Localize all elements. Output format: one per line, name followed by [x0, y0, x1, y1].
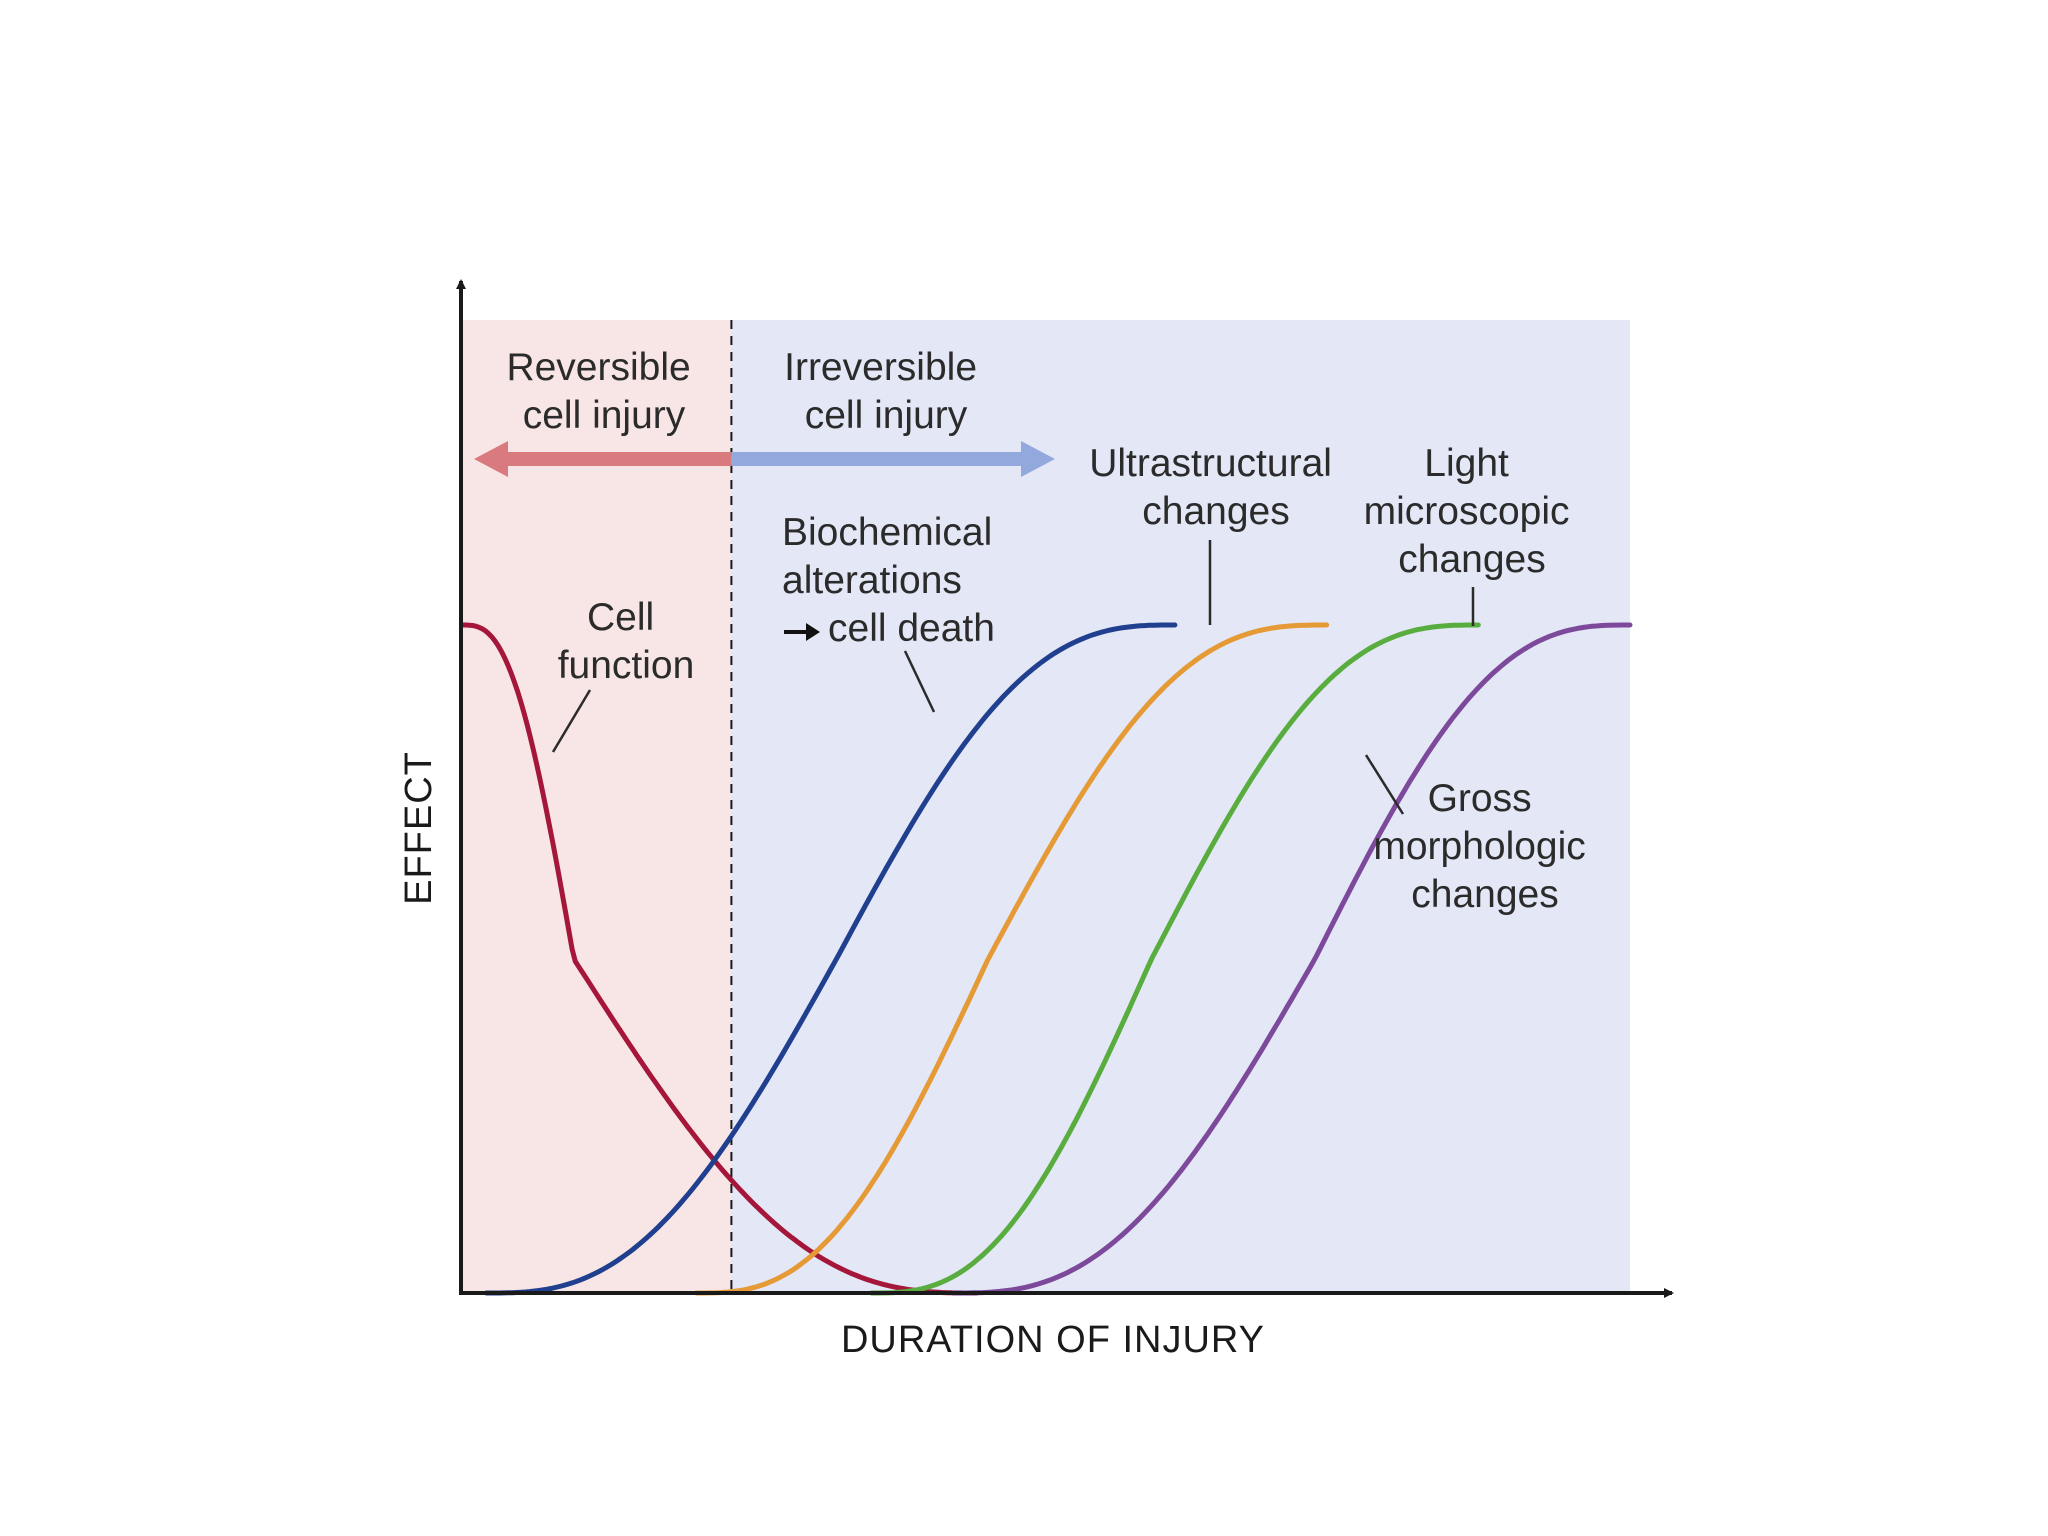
- light-microscopic-label-line1: Light: [1424, 442, 1509, 485]
- series-curve-ultrastructural-changes: [693, 622, 1330, 1296]
- gross-morphologic-label-line1: Gross: [1428, 777, 1532, 820]
- irreversible-arrow: [731, 441, 1055, 477]
- series-curve-light-microscopic-changes: [869, 622, 1481, 1296]
- series-curve-cell-function: [460, 622, 979, 1296]
- gross-morphologic-label: Gross morphologic changes: [1373, 777, 1596, 916]
- small-arrow-icon: [784, 623, 820, 641]
- biochemical-label-line3: cell death: [828, 607, 995, 650]
- reversible-label-line1: Reversible: [506, 346, 690, 389]
- ultrastructural-label-line2: changes: [1142, 490, 1289, 533]
- leader-gross: [1364, 754, 1405, 815]
- light-microscopic-label-line2: microscopic: [1364, 490, 1570, 533]
- region-reversible: [463, 320, 732, 1293]
- irreversible-label: Irreversible cell injury: [784, 346, 988, 437]
- x-axis-label: DURATION OF INJURY: [841, 1319, 1265, 1361]
- reversible-arrow: [474, 441, 732, 477]
- cell-function-label-line1: Cell: [587, 596, 654, 639]
- light-microscopic-label: Light microscopic changes: [1364, 442, 1581, 581]
- light-microscopic-label-line3: changes: [1398, 538, 1545, 581]
- reversible-label: Reversible cell injury: [506, 346, 701, 437]
- reversible-label-line2: cell injury: [523, 394, 686, 437]
- series-curve-gross-morphologic-changes: [950, 622, 1633, 1296]
- curves: [460, 622, 1633, 1296]
- irreversible-label-line1: Irreversible: [784, 346, 977, 389]
- cell-function-label: Cell function: [558, 596, 695, 687]
- gross-morphologic-label-line3: changes: [1411, 873, 1558, 916]
- region-irreversible: [731, 320, 1630, 1293]
- y-axis-label: EFFECT: [398, 751, 440, 905]
- gross-morphologic-label-line2: morphologic: [1373, 825, 1585, 868]
- biochemical-label-line1: Biochemical: [782, 511, 992, 554]
- ultrastructural-label: Ultrastructural changes: [1089, 442, 1343, 533]
- cell-function-label-line2: function: [558, 644, 695, 687]
- series-curve-biochemical-alterations-cell-death: [483, 622, 1178, 1296]
- leader-biochemical: [903, 650, 936, 713]
- irreversible-label-line2: cell injury: [805, 394, 968, 437]
- leader-cell-function: [551, 689, 592, 753]
- biochemical-label: Biochemical alterations: [782, 511, 1003, 602]
- biochemical-label-line2: alterations: [782, 559, 962, 602]
- ultrastructural-label-line1: Ultrastructural: [1089, 442, 1332, 485]
- leader-lines: [551, 540, 1475, 815]
